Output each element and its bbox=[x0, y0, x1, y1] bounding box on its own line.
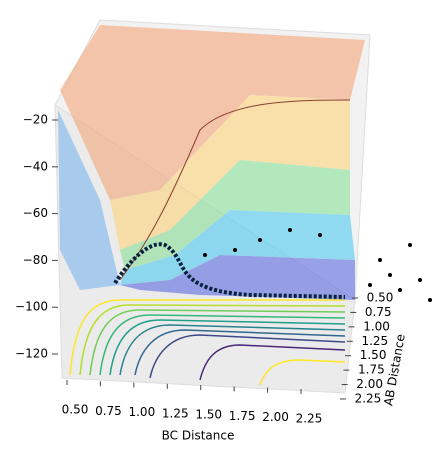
x-tick-label: 0.50 bbox=[62, 403, 89, 417]
trajectory-points bbox=[203, 228, 432, 302]
x-tick-label: 2.25 bbox=[296, 411, 323, 425]
y-tick-label: 0.50 bbox=[367, 291, 394, 305]
y-tick-label: 1.75 bbox=[358, 363, 385, 377]
contours bbox=[69, 299, 346, 386]
z-tick-label: −80 bbox=[23, 253, 48, 267]
y-tick-label: 0.75 bbox=[365, 305, 392, 319]
y-tick-label: 1.50 bbox=[360, 348, 387, 362]
z-tick-label: −60 bbox=[23, 206, 48, 220]
y-tick-label: 2.25 bbox=[355, 391, 382, 405]
x-tick-label: 0.75 bbox=[95, 404, 122, 418]
z-tick-label: −120 bbox=[15, 347, 48, 361]
y-tick-label: 2.00 bbox=[356, 377, 383, 391]
y-tick-label: 1.25 bbox=[361, 334, 388, 348]
z-tick-label: −100 bbox=[15, 300, 48, 314]
surface bbox=[58, 25, 365, 300]
x-tick-label: 1.25 bbox=[162, 406, 189, 420]
x-tick-label: 2.00 bbox=[262, 410, 289, 424]
z-tick-label: −40 bbox=[23, 159, 48, 173]
y-tick-label: 1.00 bbox=[363, 319, 390, 333]
z-tick-label: −20 bbox=[23, 113, 48, 127]
x-axis-label: BC Distance bbox=[162, 429, 235, 443]
x-tick-label: 1.50 bbox=[195, 408, 222, 422]
trajectory bbox=[113, 242, 346, 299]
x-tick-label: 1.00 bbox=[128, 405, 155, 419]
surface-edge bbox=[119, 99, 351, 281]
x-tick-label: 1.75 bbox=[229, 409, 256, 423]
